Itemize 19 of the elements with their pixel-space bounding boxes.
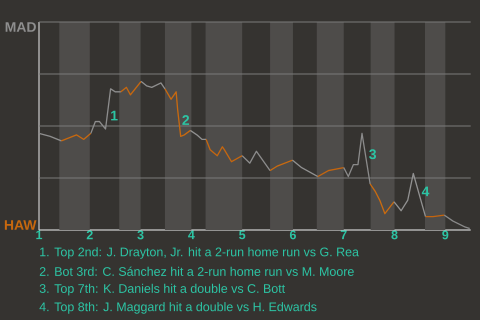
text: HAW <box>4 220 36 230</box>
x-tick-label: 2 <box>86 230 93 240</box>
x-tick-label: 4 <box>188 230 195 240</box>
text: 3. Top 7th: K. Daniels hit a double vs C. Bott <box>40 284 286 296</box>
x-tick-label: 3 <box>137 230 144 240</box>
x-tick-label: 1 <box>36 230 42 240</box>
x-tick-label: 7 <box>340 230 347 240</box>
text: 2. Bot 3rd: C. Sánchez hit a 2-run home run vs M. Moore <box>40 266 354 276</box>
x-tick-label: 9 <box>442 230 448 240</box>
annotation: 3 <box>369 149 376 160</box>
annotation: 2 <box>182 115 190 125</box>
text: MAD <box>6 22 36 32</box>
annotation: 4 <box>422 186 430 196</box>
x-tick-label: 8 <box>391 230 398 240</box>
text: 4. Top 8th: J. Maggard hit a double vs H. Edwards <box>39 302 317 314</box>
annotation: 1 <box>111 110 118 120</box>
x-tick-label: 5 <box>239 230 246 240</box>
x-tick-label: 6 <box>290 230 296 240</box>
text: 1. Top 2nd: J. Drayton, Jr. hit a 2-run home run vs G. Rea <box>40 247 359 259</box>
